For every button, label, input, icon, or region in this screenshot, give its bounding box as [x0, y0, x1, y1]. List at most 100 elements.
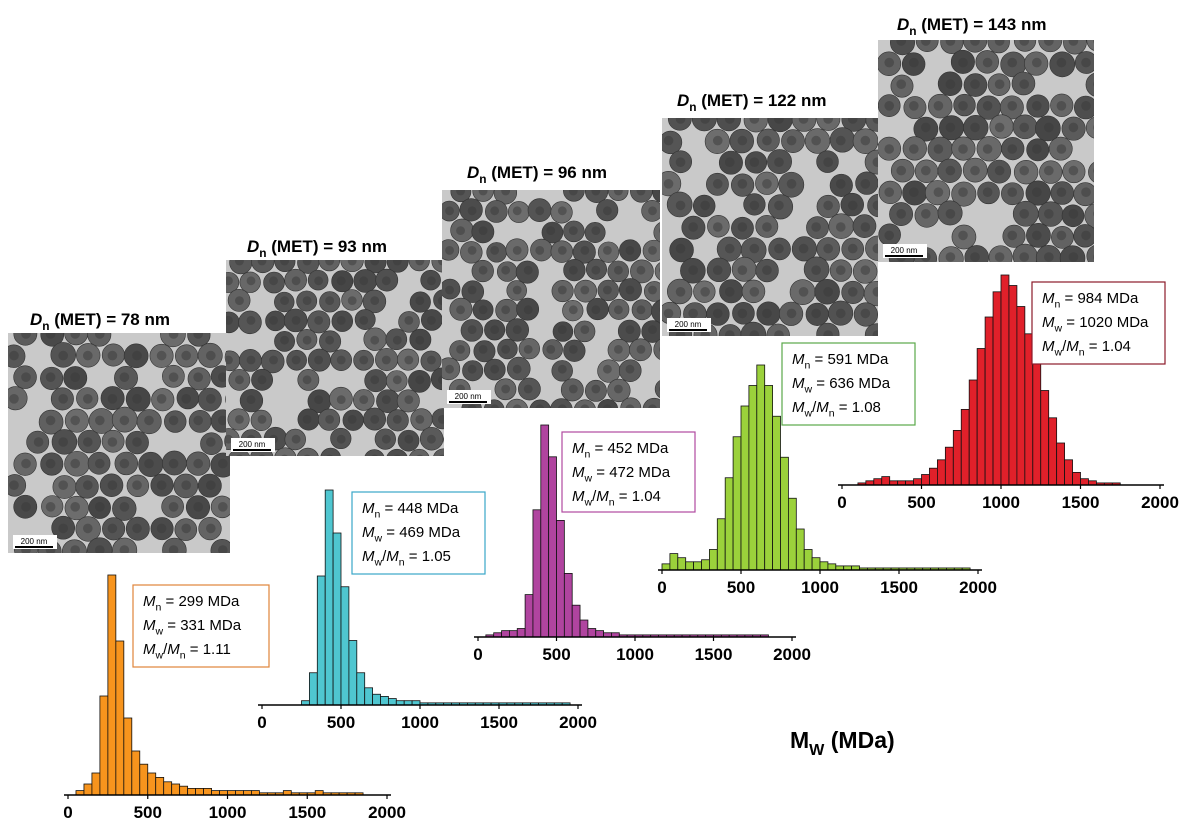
particle-core [896, 209, 907, 219]
particle-core [1019, 40, 1030, 46]
particle-core [625, 404, 635, 408]
particle-core [774, 157, 784, 167]
particle-core [823, 243, 833, 254]
text-part: n [399, 557, 405, 569]
particle [1086, 40, 1094, 51]
particle [597, 399, 619, 408]
text-part: (MET) = 96 nm [487, 163, 607, 182]
particle-core [426, 434, 436, 444]
particle-core [786, 135, 797, 146]
particle-core [945, 40, 956, 46]
particle-core [774, 330, 784, 336]
particle [654, 380, 660, 399]
particle-core [206, 437, 216, 447]
stats-line: Mw/Mn = 1.04 [572, 488, 661, 509]
scale-bar-bg [231, 438, 275, 452]
particle-core [144, 415, 154, 426]
histogram-bar [913, 478, 922, 486]
histogram-bar [364, 687, 374, 706]
particle-core [786, 308, 797, 319]
particle-core [614, 305, 623, 315]
particle-core [823, 330, 833, 336]
histogram-bar [99, 695, 109, 796]
particle-core [226, 276, 233, 286]
particle [364, 260, 387, 274]
particle-core [872, 330, 878, 336]
particle-core [648, 325, 657, 334]
particle [584, 190, 609, 203]
scale-bar-label: 200 nm [239, 440, 266, 449]
particle [13, 333, 38, 346]
particle-core [1044, 252, 1054, 262]
particle [574, 399, 596, 408]
particle-core [456, 226, 465, 236]
particle-core [659, 386, 660, 392]
particle [1086, 245, 1094, 262]
particle-core [625, 246, 635, 255]
text-part: n [479, 172, 486, 186]
text-part: = 472 MDa [592, 464, 671, 481]
text-part: n [1079, 347, 1085, 359]
particle [318, 260, 341, 272]
particle-core [663, 308, 674, 319]
particle-core [181, 523, 191, 534]
particle-core [749, 287, 760, 297]
histogram-bar [556, 520, 565, 638]
scale-bar-bg [13, 535, 57, 549]
particle-core [206, 394, 216, 404]
particle-core [490, 404, 499, 408]
particle-core [614, 190, 623, 196]
particle-core [568, 305, 578, 315]
particle [87, 333, 112, 347]
particle [408, 260, 430, 272]
particle-core [9, 394, 19, 404]
particle-core [168, 333, 179, 339]
particle-core [326, 454, 333, 456]
text-part: = 448 MDa [380, 500, 459, 517]
particle-core [181, 394, 191, 404]
particle [320, 447, 341, 456]
particle-core [884, 101, 895, 111]
particle [550, 398, 573, 408]
x-tick-label: 500 [542, 645, 570, 664]
particle-core [119, 502, 130, 512]
particle [653, 222, 660, 243]
particle-core [257, 260, 267, 266]
particle-core [823, 157, 833, 167]
particle-core [523, 384, 533, 394]
particle [1088, 162, 1094, 183]
particle-core [659, 346, 660, 353]
particle-core [226, 316, 233, 325]
particle [563, 190, 585, 202]
particle-core [614, 384, 623, 394]
histogram-bar [921, 474, 930, 486]
histogram-bar [827, 563, 837, 571]
histogram-bar [992, 291, 1002, 486]
particle-core [884, 187, 895, 197]
stats-box [561, 431, 696, 513]
particle-core [958, 230, 968, 241]
particle-core [70, 372, 80, 383]
particle-core [909, 57, 919, 68]
particle-core [700, 287, 710, 297]
particle-core [860, 179, 871, 189]
particle-core [218, 502, 228, 512]
histogram-bar [508, 630, 518, 638]
particle [1063, 40, 1087, 55]
histogram-bar [748, 385, 758, 571]
particle-core [45, 458, 56, 469]
particle [653, 339, 660, 360]
particle [409, 448, 430, 456]
text-part: (MET) = 143 nm [917, 15, 1047, 34]
particle-core [512, 364, 522, 374]
particle-core [896, 40, 907, 46]
text-part: M [790, 727, 809, 753]
text-part: (MET) = 122 nm [697, 91, 827, 110]
particle-core [347, 260, 357, 266]
particle-core [700, 200, 710, 211]
particle-core [359, 355, 369, 365]
particle-core [280, 335, 289, 345]
particle [1085, 72, 1094, 97]
histogram-bar [756, 364, 766, 571]
particle-core [724, 118, 735, 124]
